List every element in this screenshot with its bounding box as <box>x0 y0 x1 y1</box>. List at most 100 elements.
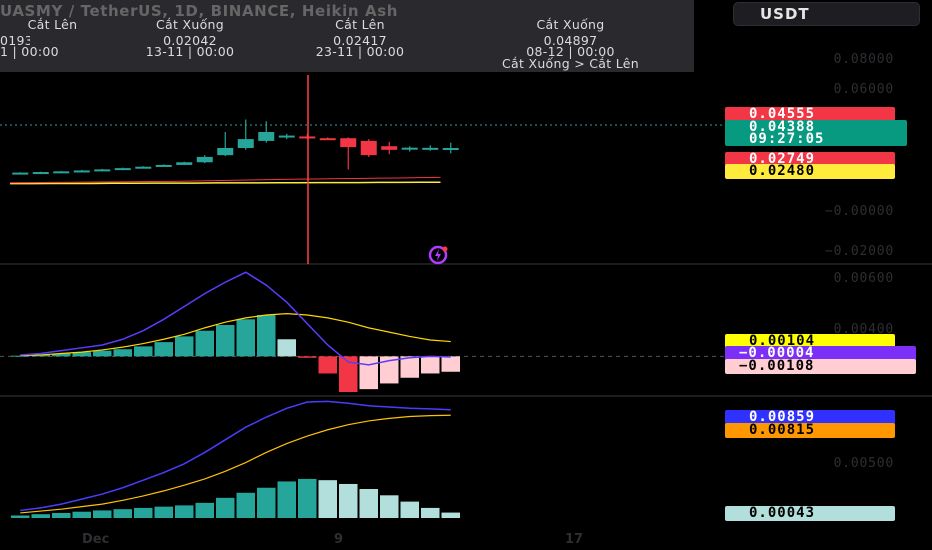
table-date-4: 08-12 | 00:00 <box>526 44 615 59</box>
lower-line-a <box>20 400 451 512</box>
signal-line <box>20 313 451 357</box>
currency-selector-button[interactable]: USDT <box>733 2 920 26</box>
macd-histogram-bar <box>175 336 194 357</box>
macd-histogram-bar <box>113 349 132 357</box>
table-footer: Cắt Xuống > Cắt Lên <box>502 56 639 71</box>
table-value-4: 0.04897 <box>543 33 598 48</box>
macd-histogram-bar <box>31 354 50 357</box>
lower-histogram-bar <box>134 507 153 518</box>
candle-body <box>32 172 49 175</box>
macd-histogram-bar <box>339 356 358 392</box>
macd-histogram-bar <box>318 356 337 374</box>
axis-label-neg0.02: −0.02000 <box>824 244 894 259</box>
table-value-3: 0.02417 <box>333 33 387 48</box>
macd-histogram-bar <box>400 356 419 378</box>
macd-histogram-bar <box>134 346 153 357</box>
candle-body <box>73 170 90 173</box>
macd-histogram-bar <box>93 350 112 357</box>
price-tag-histogram: −0.00108 <box>725 359 916 374</box>
lower-histogram-bar <box>175 505 194 518</box>
table-date-1: 1 | 00:00 <box>0 44 59 59</box>
currency-selector-label: USDT <box>760 5 810 23</box>
macd-histogram-bar <box>277 339 296 357</box>
macd-histogram-bar <box>216 325 235 357</box>
axis-label-0.005: 0.00500 <box>833 456 894 471</box>
table-value-1: 01932 <box>0 33 30 48</box>
price-tag-line-a: 0.00859 <box>725 410 895 425</box>
macd-histogram-bar <box>380 356 399 384</box>
axis-label-0.006: 0.00600 <box>833 271 894 286</box>
lower-histogram-bar <box>339 483 358 518</box>
price-tag-ma-fast: 0.02749 <box>725 152 895 167</box>
macd-histogram-bar <box>298 356 317 358</box>
ma-fast-line <box>9 176 441 184</box>
candle-body <box>278 135 295 138</box>
lower-histogram-bar <box>400 501 419 518</box>
time-label-dec: Dec <box>82 532 110 547</box>
macd-histogram-bar <box>52 353 71 357</box>
lower-histogram-bar <box>236 492 255 518</box>
price-tag-signal: 0.00104 <box>725 334 895 349</box>
time-label-9: 9 <box>334 532 344 547</box>
candle-body <box>217 148 234 156</box>
candle-body <box>422 147 439 150</box>
lower-histogram-bar <box>52 512 71 518</box>
macd-histogram-bar <box>236 319 255 357</box>
candle-body <box>319 138 336 141</box>
macd-histogram-bar <box>72 352 91 357</box>
candle-body <box>12 172 29 175</box>
price-tag-lower-hist: 0.00043 <box>725 506 895 521</box>
candle-body <box>53 171 70 174</box>
symbol-title[interactable]: UASMY / TetherUS, 1D, BINANCE, Heikin As… <box>0 2 398 20</box>
lower-histogram-bar <box>154 506 173 518</box>
lower-histogram-bar <box>93 510 112 518</box>
lower-histogram-bar <box>31 514 50 518</box>
macd-line <box>20 271 451 366</box>
price-tag-line-b: 0.00815 <box>725 423 895 438</box>
macd-histogram-bar <box>11 355 30 357</box>
macd-histogram-bar <box>359 356 378 390</box>
flash-icon[interactable] <box>425 245 451 265</box>
macd-histogram-bar <box>195 330 214 357</box>
axis-label-0.004: 0.00400 <box>833 322 894 337</box>
lower-line-b <box>20 414 451 514</box>
axis-label-0.06: 0.06000 <box>833 82 894 97</box>
lower-histogram-bar <box>277 481 296 518</box>
candle-body <box>442 148 459 151</box>
lower-histogram-bar <box>72 511 91 518</box>
lower-histogram-bar <box>441 512 460 518</box>
lower-histogram-bar <box>359 489 378 518</box>
lower-histogram-bar <box>421 507 440 518</box>
price-tag-macd: −0.00004 <box>725 346 916 361</box>
price-tag-last: 0.04388 <box>725 120 907 135</box>
lower-histogram-bar <box>318 480 337 518</box>
candle-body <box>360 140 377 156</box>
axis-label-0.08: 0.08000 <box>833 52 894 67</box>
price-tag-countdown: 09:27:05 <box>725 132 907 146</box>
candle-body <box>135 166 152 169</box>
candle-body <box>340 138 357 148</box>
macd-histogram-bar <box>257 315 276 357</box>
time-label-17: 17 <box>565 532 584 547</box>
candle-body <box>258 131 275 141</box>
candle-body <box>401 147 418 150</box>
table-header-1: Cắt Lên <box>27 17 78 32</box>
price-tag-ma-slow: 0.02480 <box>725 164 895 179</box>
ma-slow-line <box>10 181 441 185</box>
lower-histogram-bar <box>380 495 399 518</box>
lower-histogram-bar <box>257 487 276 518</box>
lower-histogram-bar <box>298 478 317 518</box>
axis-label-0.00: −0.00000 <box>824 204 894 219</box>
macd-histogram-bar <box>441 356 460 372</box>
lower-histogram-bar <box>216 497 235 518</box>
candle-body <box>94 169 111 172</box>
table-header-4: Cắt Xuống <box>536 17 605 32</box>
table-date-3: 23-11 | 00:00 <box>315 44 405 59</box>
candle-body <box>237 139 254 149</box>
candle-body <box>176 162 193 165</box>
lower-histogram-bar <box>195 502 214 518</box>
macd-histogram-bar <box>421 356 440 374</box>
signal-info-table: Cắt Lên Cắt Xuống Cắt Lên Cắt Xuống 0193… <box>0 0 694 72</box>
